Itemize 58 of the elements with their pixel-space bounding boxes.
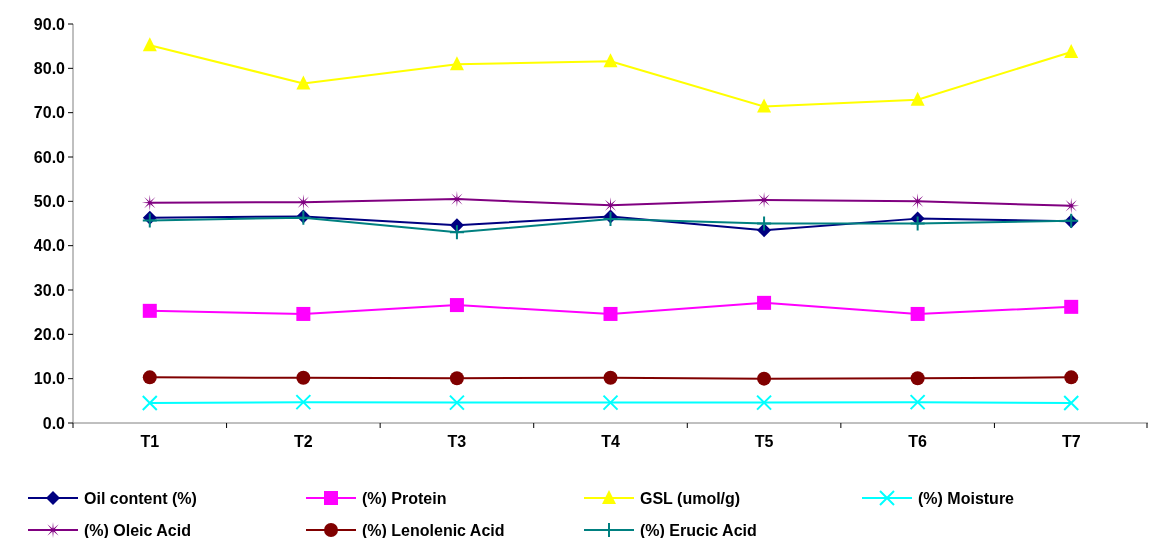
point (142, 303, 157, 318)
point (1063, 197, 1080, 214)
point (757, 98, 772, 113)
point (141, 212, 158, 229)
legend-label: (%) Protein (362, 489, 447, 507)
y-tick-label: 90.0 (33, 15, 66, 33)
point (603, 53, 618, 68)
point (296, 306, 311, 321)
point (910, 371, 925, 386)
y-tick-label: 40.0 (33, 237, 66, 255)
y-tick-label: 70.0 (33, 104, 66, 122)
point (910, 306, 925, 321)
y-tick-label: 0.0 (42, 414, 66, 432)
point (1064, 370, 1079, 385)
legend-label: GSL (umol/g) (640, 489, 741, 507)
point (603, 370, 618, 385)
point (1064, 43, 1079, 58)
x-tick-label: T5 (754, 433, 774, 450)
y-tick-label: 60.0 (33, 148, 66, 166)
point (909, 215, 926, 232)
legend-label: (%) Moisture (918, 489, 1015, 507)
x-tick-label: T4 (601, 433, 620, 450)
point (603, 306, 618, 321)
point (142, 37, 157, 52)
point (757, 371, 772, 386)
x-tick-label: T2 (294, 433, 313, 450)
y-tick-label: 50.0 (33, 192, 66, 210)
point (141, 395, 158, 412)
y-tick-label: 30.0 (33, 281, 66, 299)
point (448, 224, 465, 241)
point (910, 91, 925, 106)
legend-label: (%) Erucic Acid (640, 521, 757, 539)
point (296, 75, 311, 90)
y-tick-label: 10.0 (33, 370, 66, 388)
point (448, 394, 465, 411)
point (296, 370, 311, 385)
x-tick-label: T1 (140, 433, 160, 450)
y-tick-label: 20.0 (33, 325, 66, 343)
point (757, 295, 772, 310)
point (756, 215, 773, 232)
y-tick-label: 80.0 (33, 59, 66, 77)
point (449, 298, 464, 313)
legend-label: (%) Lenolenic Acid (362, 521, 505, 539)
point (1063, 395, 1080, 412)
point (142, 370, 157, 385)
x-tick-label: T7 (1061, 433, 1081, 450)
point (602, 211, 619, 228)
point (449, 56, 464, 71)
legend-label: Oil content (%) (84, 489, 197, 507)
point (449, 371, 464, 386)
point (909, 394, 926, 411)
point (602, 394, 619, 411)
legend-label: (%) Oleic Acid (84, 521, 191, 539)
point (1064, 299, 1079, 314)
x-tick-label: T3 (447, 433, 467, 450)
point (756, 394, 773, 411)
x-tick-label: T6 (908, 433, 928, 450)
point (295, 394, 312, 411)
